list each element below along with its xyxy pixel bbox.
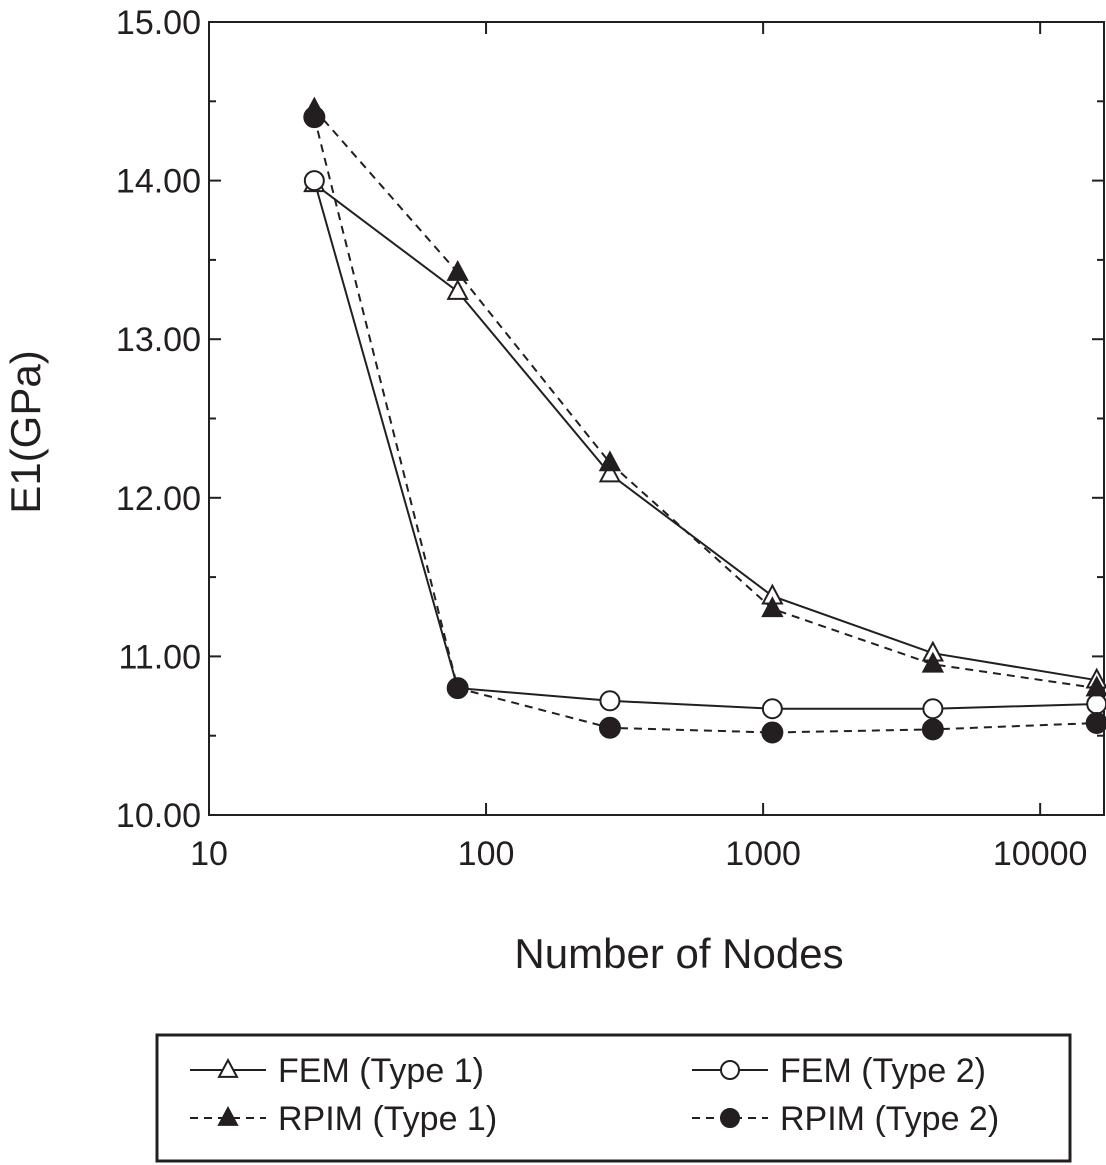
axes-group: 10.00 11.00 12.00 13.00 14.00 15.00 10 100 1000 1… [116, 4, 1105, 873]
data-point [303, 106, 326, 129]
series-1 [303, 171, 1106, 689]
data-point [922, 698, 944, 720]
data-point [761, 698, 783, 720]
legend-item: FEM (Type 1) [190, 1052, 484, 1090]
x-tick-label: 10000 [993, 835, 1088, 873]
y-tick-label: 13.00 [116, 321, 201, 359]
data-point [921, 651, 945, 673]
data-point [761, 596, 784, 618]
legend-label: RPIM (Type 1) [278, 1100, 497, 1138]
series-line [313, 116, 1097, 734]
x-tick-label: 100 [458, 835, 515, 873]
data-point [599, 690, 621, 712]
data-point [446, 677, 469, 700]
data-point [598, 461, 622, 483]
data-point [1085, 675, 1106, 697]
series-line [313, 183, 1097, 682]
legend: FEM (Type 1) FEM (Type 2) RPIM (Type 1) RPI… [155, 1033, 1072, 1163]
series-group [303, 96, 1106, 744]
x-tick-label: 1000 [725, 835, 801, 873]
y-tick-label: 11.00 [118, 638, 201, 676]
series-2 [303, 170, 1106, 720]
series-line [313, 108, 1097, 690]
y-tick-label: 10.00 [116, 797, 201, 835]
x-tick-label: 10 [190, 835, 228, 873]
legend-marker [217, 1057, 239, 1078]
legend-label: FEM (Type 1) [278, 1052, 484, 1090]
legend-box [155, 1033, 1072, 1163]
legend-item: RPIM (Type 2) [692, 1100, 999, 1138]
legend-item: RPIM (Type 1) [190, 1100, 497, 1138]
data-point [303, 170, 325, 192]
data-point [446, 260, 469, 281]
legend-marker [720, 1060, 740, 1080]
legend-marker [217, 1105, 239, 1126]
y-tick-label: 15.00 [116, 4, 201, 42]
data-point [1086, 693, 1106, 715]
data-point [446, 279, 469, 300]
data-point [921, 718, 944, 741]
data-point [761, 721, 784, 744]
y-axis-title: E1(GPa) [2, 350, 49, 513]
series-4 [303, 106, 1106, 744]
y-tick-label: 12.00 [116, 480, 201, 518]
legend-label: FEM (Type 2) [780, 1052, 986, 1090]
x-axis-title: Number of Nodes [514, 930, 843, 977]
legend-item: FEM (Type 2) [692, 1052, 986, 1090]
series-3 [303, 96, 1106, 697]
data-point [598, 716, 621, 739]
data-point [598, 450, 622, 472]
y-tick-label: 14.00 [116, 163, 201, 201]
series-line [313, 180, 1097, 710]
data-point [1085, 712, 1106, 735]
legend-label: RPIM (Type 2) [780, 1100, 999, 1138]
legend-marker [720, 1108, 740, 1128]
